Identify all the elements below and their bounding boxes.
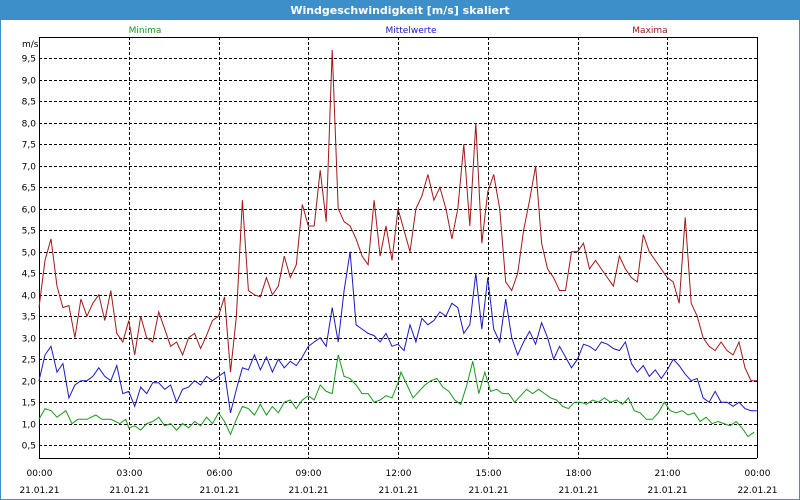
x-tick-date: 21.01.21 [199, 486, 239, 496]
x-tick-date: 21.01.21 [468, 486, 508, 496]
x-tick-date: 21.01.21 [288, 486, 328, 496]
y-tick-label: 6,0 [22, 206, 37, 216]
x-tick-date: 21.01.21 [378, 486, 418, 496]
y-tick-label: 8,0 [22, 120, 37, 130]
y-tick-label: 9,5 [22, 55, 36, 65]
y-tick-label: 5,5 [22, 227, 36, 237]
x-tick-date: 21.01.21 [647, 486, 687, 496]
x-tick-time: 00:00 [745, 469, 771, 479]
y-tick-label: 3,0 [22, 335, 37, 345]
series-line-minima [38, 354, 755, 438]
window-title: Windgeschwindigkeit [m/s] skaliert [1, 1, 799, 20]
y-tick-label: 2,5 [22, 356, 36, 366]
y-tick-label: 7,5 [22, 141, 36, 151]
grid [39, 37, 758, 459]
x-tick-time: 06:00 [207, 469, 233, 479]
y-tick-label: 1,0 [22, 421, 37, 431]
y-axis: 0,5 1,0 1,5 2,0 2,5 3,0 3,5 4,0 4,5 5,0 5,5 6,0 6,5 7… [22, 55, 37, 452]
series-lines [38, 49, 757, 438]
y-tick-label: 2,0 [22, 378, 37, 388]
x-tick-time: 00:00 [27, 469, 53, 479]
x-tick-date: 21.01.21 [558, 486, 598, 496]
y-axis-label: m/s [22, 40, 39, 50]
y-tick-label: 6,5 [22, 184, 36, 194]
legend-entry-maxima: Maxima [632, 26, 667, 36]
y-tick-label: 7,0 [22, 163, 37, 173]
x-tick-time: 21:00 [655, 469, 681, 479]
legend: Minima Mittelwerte Maxima [129, 26, 668, 36]
x-tick-date: 21.01.21 [19, 486, 59, 496]
y-tick-label: 9,0 [22, 77, 37, 87]
x-tick-time: 12:00 [386, 469, 412, 479]
y-tick-label: 4,0 [22, 292, 37, 302]
series-line-mittelwerte [38, 251, 757, 414]
y-tick-label: 8,5 [22, 98, 36, 108]
y-tick-label: 4,5 [22, 270, 36, 280]
y-tick-label: 1,5 [22, 399, 36, 409]
x-axis: 00:00 21.01.21 03:00 21.01.21 06:00 21.01.21 0… [19, 469, 777, 496]
x-tick-date: 22.01.21 [737, 486, 777, 496]
series-line-maxima [38, 49, 757, 382]
x-tick-time: 03:00 [117, 469, 143, 479]
y-tick-label: 3,5 [22, 313, 36, 323]
x-tick-time: 09:00 [296, 469, 322, 479]
y-tick-label: 0,5 [22, 442, 36, 452]
x-tick-date: 21.01.21 [109, 486, 149, 496]
y-tick-label: 5,0 [22, 249, 37, 259]
legend-entry-mittelwerte: Mittelwerte [385, 26, 436, 36]
x-tick-time: 15:00 [476, 469, 502, 479]
x-tick-time: 18:00 [566, 469, 592, 479]
legend-entry-minima: Minima [129, 26, 162, 36]
